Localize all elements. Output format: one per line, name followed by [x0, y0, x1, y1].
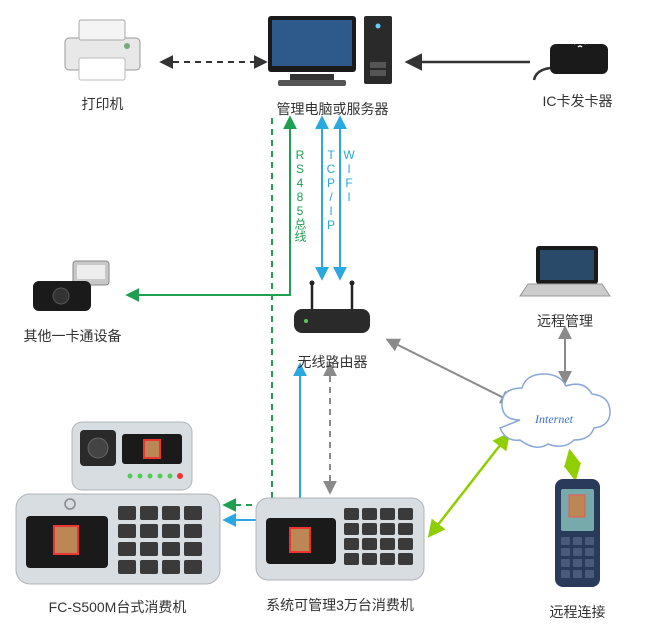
pos-node: FC-S500M台式消费机	[10, 418, 225, 617]
cardissuer-node: IC卡发卡器	[530, 20, 625, 111]
edge-label: TCP/IP	[324, 148, 338, 232]
edge-internet-system	[430, 435, 508, 535]
router-icon	[280, 275, 385, 343]
cardissuer-icon	[530, 20, 625, 82]
remote-label: 远程管理	[510, 311, 620, 331]
server-node: 管理电脑或服务器	[260, 8, 405, 119]
edge-router-internet	[388, 340, 512, 402]
handheld-icon	[545, 475, 610, 593]
printer-label: 打印机	[45, 94, 160, 114]
internet-cloud-icon	[500, 374, 610, 447]
edge-server-pos	[225, 118, 272, 505]
router-label: 无线路由器	[280, 352, 385, 372]
server-label: 管理电脑或服务器	[260, 99, 405, 119]
printer-node: 打印机	[45, 10, 160, 114]
system-icon	[250, 490, 430, 586]
otherdev-label: 其他一卡通设备	[15, 326, 130, 346]
otherdev-icon	[15, 255, 130, 317]
server-icon	[260, 8, 405, 90]
pos-icon	[10, 418, 225, 588]
internet-label: Internet	[535, 412, 573, 427]
handheld-node: 远程连接	[545, 475, 610, 622]
system-node: 系统可管理3万台消费机	[250, 490, 430, 615]
router-node: 无线路由器	[280, 275, 385, 372]
pos-label: FC-S500M台式消费机	[10, 597, 225, 617]
handheld-label: 远程连接	[545, 602, 610, 622]
remote-node: 远程管理	[510, 240, 620, 331]
edge-server-otherdev	[128, 118, 290, 295]
printer-icon	[45, 10, 160, 85]
otherdev-node: 其他一卡通设备	[15, 255, 130, 346]
edge-label: RS485总线	[292, 148, 309, 242]
laptop-icon	[510, 240, 620, 302]
edge-label: WIFI	[342, 148, 356, 204]
cardissuer-label: IC卡发卡器	[530, 91, 625, 111]
system-label: 系统可管理3万台消费机	[250, 595, 430, 615]
